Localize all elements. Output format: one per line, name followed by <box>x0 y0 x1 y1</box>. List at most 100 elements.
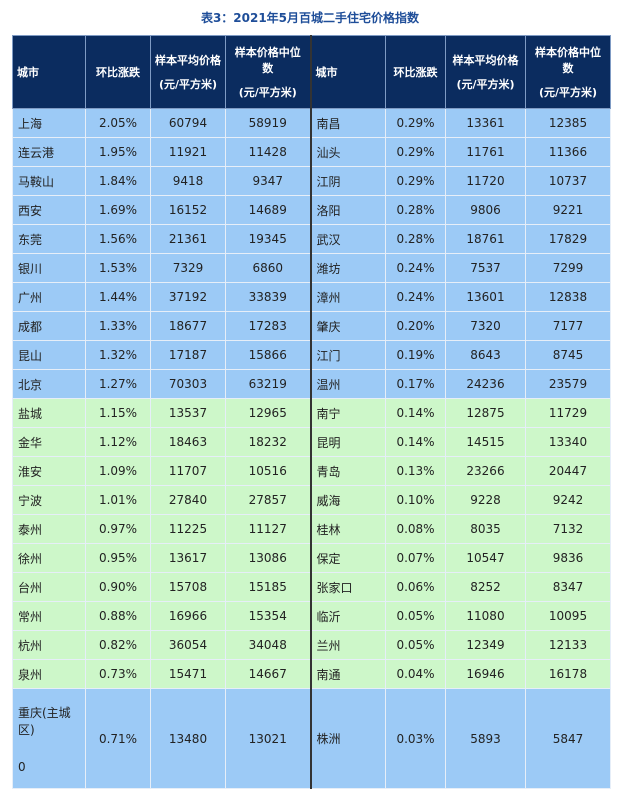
table-cell: 11761 <box>445 137 526 167</box>
table-cell: 16966 <box>150 601 226 631</box>
table-cell: 0.14% <box>385 398 446 428</box>
table-row: 盐城 1.15% 13537 12965 南宁 0.14% 12875 11729 <box>12 398 611 428</box>
table-cell: 肇庆 <box>309 311 386 341</box>
table-row: 宁波 1.01% 27840 27857 威海 0.10% 9228 9242 <box>12 485 611 515</box>
table-cell: 13021 <box>225 688 311 789</box>
table-cell: 12838 <box>525 282 611 312</box>
table-cell: 泉州 <box>12 659 86 689</box>
table-cell: 11428 <box>225 137 311 167</box>
table-cell: 南昌 <box>309 108 386 138</box>
table-cell: 盐城 <box>12 398 86 428</box>
table-cell: 19345 <box>225 224 311 254</box>
table-cell: 张家口 <box>309 572 386 602</box>
table-cell: 11225 <box>150 514 226 544</box>
table-cell: 16178 <box>525 659 611 689</box>
table-cell: 临沂 <box>309 601 386 631</box>
table-cell: 13480 <box>150 688 226 789</box>
table-cell: 汕头 <box>309 137 386 167</box>
table-cell: 1.12% <box>85 427 151 457</box>
table-cell: 0.10% <box>385 485 446 515</box>
table-cell: 34048 <box>225 630 311 660</box>
column-header: 环比涨跌 <box>385 35 446 109</box>
header-label: 样本平均价格 <box>452 54 519 67</box>
table-cell: 青岛 <box>309 456 386 486</box>
table-cell: 8745 <box>525 340 611 370</box>
table-cell: 17283 <box>225 311 311 341</box>
table-cell: 15354 <box>225 601 311 631</box>
table-cell: 9221 <box>525 195 611 225</box>
table-cell: 东莞 <box>12 224 86 254</box>
table-cell: 11707 <box>150 456 226 486</box>
table-cell: 8035 <box>445 514 526 544</box>
table-cell: 7537 <box>445 253 526 283</box>
table-cell: 18463 <box>150 427 226 457</box>
table-cell: 南宁 <box>309 398 386 428</box>
table-cell: 漳州 <box>309 282 386 312</box>
table-cell: 保定 <box>309 543 386 573</box>
table-cell: 0.08% <box>385 514 446 544</box>
cell-text: 0 <box>18 759 26 774</box>
table-cell: 1.27% <box>85 369 151 399</box>
table-cell: 13617 <box>150 543 226 573</box>
table-row: 杭州 0.82% 36054 34048 兰州 0.05% 12349 12133 <box>12 630 611 660</box>
table-cell: 7299 <box>525 253 611 283</box>
table-row: 昆山 1.32% 17187 15866 江门 0.19% 8643 8745 <box>12 340 611 370</box>
table-cell: 连云港 <box>12 137 86 167</box>
table-cell: 18677 <box>150 311 226 341</box>
table-body: 上海 2.05% 60794 58919 南昌 0.29% 13361 12385 连云港 1.9… <box>12 108 611 789</box>
table-cell: 16152 <box>150 195 226 225</box>
table-cell: 0.05% <box>385 601 446 631</box>
table-cell: 23579 <box>525 369 611 399</box>
table-cell: 杭州 <box>12 630 86 660</box>
table-cell: 16946 <box>445 659 526 689</box>
table-cell: 17187 <box>150 340 226 370</box>
table-cell: 昆山 <box>12 340 86 370</box>
table-cell: 12875 <box>445 398 526 428</box>
table-cell: 常州 <box>12 601 86 631</box>
table-cell: 江门 <box>309 340 386 370</box>
table-cell: 武汉 <box>309 224 386 254</box>
table-cell: 12349 <box>445 630 526 660</box>
table-cell: 银川 <box>12 253 86 283</box>
table-cell: 10516 <box>225 456 311 486</box>
table-cell: 9347 <box>225 166 311 196</box>
table-cell: 0.90% <box>85 572 151 602</box>
table-row: 西安 1.69% 16152 14689 洛阳 0.28% 9806 9221 <box>12 195 611 225</box>
table-cell: 西安 <box>12 195 86 225</box>
table-cell: 14515 <box>445 427 526 457</box>
table-cell: 18232 <box>225 427 311 457</box>
header-label: 样本价格中位数 <box>234 46 301 75</box>
table-cell: 8347 <box>525 572 611 602</box>
table-row: 徐州 0.95% 13617 13086 保定 0.07% 10547 9836 <box>12 543 611 573</box>
table-cell: 24236 <box>445 369 526 399</box>
table-cell: 昆明 <box>309 427 386 457</box>
table-cell: 0.71% <box>85 688 151 789</box>
column-header: 样本价格中位数 (元/平方米) <box>525 35 611 109</box>
table-cell: 0.20% <box>385 311 446 341</box>
header-unit: (元/平方米) <box>456 78 515 91</box>
table-cell: 13340 <box>525 427 611 457</box>
table-cell: 0.13% <box>385 456 446 486</box>
table-cell: 潍坊 <box>309 253 386 283</box>
table-cell: 南通 <box>309 659 386 689</box>
table-cell: 11127 <box>225 514 311 544</box>
table-cell: 37192 <box>150 282 226 312</box>
table-cell: 11080 <box>445 601 526 631</box>
table-cell: 15185 <box>225 572 311 602</box>
table-row: 淮安 1.09% 11707 10516 青岛 0.13% 23266 20447 <box>12 456 611 486</box>
header-label: 样本价格中位数 <box>535 46 601 75</box>
table-cell: 33839 <box>225 282 311 312</box>
table-cell: 0.28% <box>385 195 446 225</box>
table-row: 北京 1.27% 70303 63219 温州 0.17% 24236 23579 <box>12 369 611 399</box>
table-cell: 60794 <box>150 108 226 138</box>
table-cell: 0.73% <box>85 659 151 689</box>
column-header: 样本价格中位数 (元/平方米) <box>225 35 311 109</box>
table-cell: 13601 <box>445 282 526 312</box>
table-cell: 0.28% <box>385 224 446 254</box>
table-cell: 0.06% <box>385 572 446 602</box>
table-cell: 13361 <box>445 108 526 138</box>
header-label: 城市 <box>315 66 338 79</box>
table-cell: 9242 <box>525 485 611 515</box>
table-cell: 11720 <box>445 166 526 196</box>
table-cell: 12133 <box>525 630 611 660</box>
